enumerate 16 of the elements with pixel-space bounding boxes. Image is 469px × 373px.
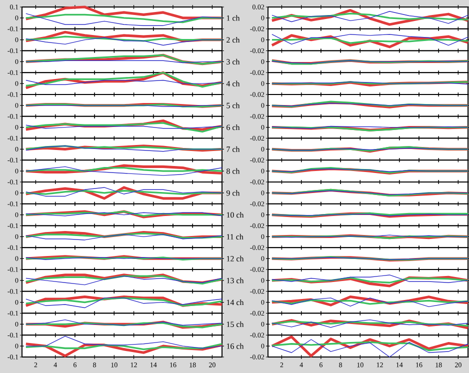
text: 3 ch: [226, 58, 240, 64]
text: 6 ch: [226, 124, 240, 130]
text: 5 ch: [226, 102, 240, 108]
text: 1 ch: [226, 15, 240, 21]
text: 13 ch: [226, 278, 244, 284]
text: 10 ch: [226, 212, 244, 218]
text: 9 ch: [226, 190, 240, 196]
text: 11 ch: [226, 234, 244, 240]
text: 16 ch: [226, 343, 244, 349]
text: 8 ch: [226, 168, 240, 174]
text: 15 ch: [226, 321, 244, 327]
text: 14 ch: [226, 300, 244, 306]
text: 2 ch: [226, 36, 240, 43]
text: 12 ch: [226, 256, 244, 262]
text: 4 ch: [226, 80, 240, 86]
text: 7 ch: [226, 146, 240, 152]
